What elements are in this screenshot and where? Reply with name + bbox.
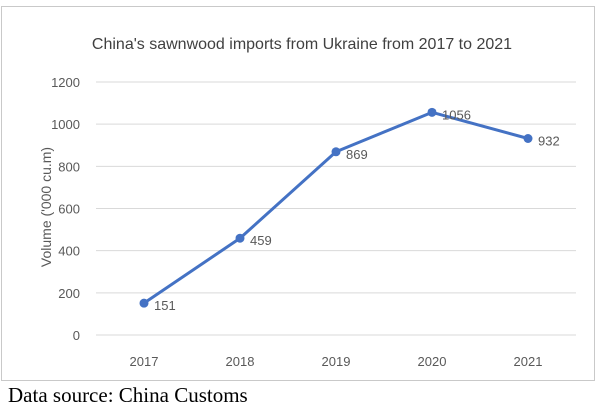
data-label: 932: [538, 134, 560, 149]
y-tick-label: 1200: [51, 75, 80, 90]
y-tick-label: 600: [58, 202, 80, 217]
x-tick-label: 2020: [418, 354, 447, 369]
data-point: [139, 298, 149, 308]
y-tick-label: 1000: [51, 117, 80, 132]
y-tick-label: 400: [58, 244, 80, 259]
x-tick-label: 2021: [514, 354, 543, 369]
series-line: [142, 110, 530, 305]
x-tick-label: 2017: [130, 354, 159, 369]
data-label: 459: [250, 233, 272, 248]
y-tick-label: 200: [58, 286, 80, 301]
data-point: [523, 134, 533, 144]
y-axis-ticks: 0 200 400 600 800 1000 1200: [51, 75, 80, 343]
data-labels: 151 459 869 1056 932: [154, 107, 560, 313]
x-tick-label: 2018: [226, 354, 255, 369]
chart-frame: China's sawnwood imports from Ukraine fr…: [1, 6, 595, 381]
x-axis-ticks: 2017 2018 2019 2020 2021: [130, 354, 543, 369]
series-volume: [139, 107, 533, 308]
data-label: 1056: [442, 107, 471, 122]
data-point: [427, 107, 437, 117]
x-tick-label: 2019: [322, 354, 351, 369]
chart-title: China's sawnwood imports from Ukraine fr…: [92, 36, 512, 53]
data-point: [331, 147, 341, 157]
y-axis-label: Volume ('000 cu.m): [38, 147, 54, 267]
line-chart: China's sawnwood imports from Ukraine fr…: [38, 36, 576, 369]
data-point: [235, 233, 245, 243]
gridlines: [96, 81, 576, 336]
data-label: 869: [346, 147, 368, 162]
y-tick-label: 800: [58, 159, 80, 174]
data-label: 151: [154, 298, 176, 313]
source-note: Data source: China Customs: [8, 383, 248, 407]
y-tick-label: 0: [73, 328, 80, 343]
